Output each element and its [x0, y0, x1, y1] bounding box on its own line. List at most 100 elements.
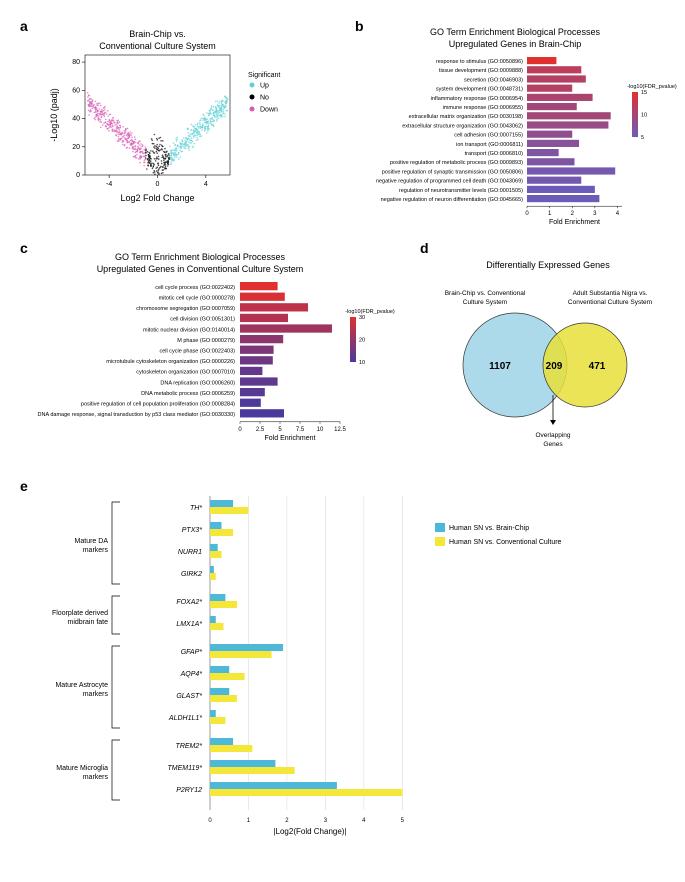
svg-text:5: 5: [278, 427, 282, 433]
svg-text:1: 1: [548, 211, 552, 217]
svg-text:80: 80: [72, 59, 80, 66]
svg-text:Upregulated Genes in Brain-Chi: Upregulated Genes in Brain-Chip: [449, 39, 582, 49]
svg-text:GFAP*: GFAP*: [181, 649, 203, 656]
svg-text:DNA metabolic process (GO:0006: DNA metabolic process (GO:0006259): [141, 391, 235, 397]
svg-text:Conventional Culture System: Conventional Culture System: [99, 41, 216, 51]
svg-text:Human SN vs. Brain-Chip: Human SN vs. Brain-Chip: [449, 525, 529, 532]
svg-text:60: 60: [72, 87, 80, 94]
svg-text:1107: 1107: [489, 361, 511, 372]
svg-text:Conventional Culture System: Conventional Culture System: [568, 299, 652, 306]
svg-text:4: 4: [362, 818, 366, 824]
svg-text:AQP4*: AQP4*: [180, 671, 203, 678]
svg-text:TH*: TH*: [190, 505, 202, 512]
svg-text:Differentially Expressed Genes: Differentially Expressed Genes: [486, 260, 610, 270]
svg-text:immune response (GO:0006955): immune response (GO:0006955): [443, 105, 524, 111]
svg-text:transport (GO:0006810): transport (GO:0006810): [465, 151, 524, 157]
svg-text:Genes: Genes: [543, 441, 563, 448]
svg-text:FOXA2*: FOXA2*: [176, 599, 202, 606]
svg-text:ALDH1L1*: ALDH1L1*: [168, 715, 202, 722]
svg-text:cytoskeleton organization (GO:: cytoskeleton organization (GO:0007010): [136, 370, 235, 376]
svg-text:cell cycle phase (GO:0022403): cell cycle phase (GO:0022403): [159, 348, 235, 354]
svg-text:209: 209: [546, 361, 563, 372]
svg-text:-4: -4: [106, 181, 112, 188]
svg-text:5: 5: [641, 135, 644, 141]
svg-text:3: 3: [324, 818, 328, 824]
svg-text:GLAST*: GLAST*: [176, 693, 202, 700]
svg-text:system development (GO:0048731: system development (GO:0048731): [436, 87, 523, 93]
svg-text:negative regulation of program: negative regulation of programmed cell d…: [376, 179, 523, 185]
svg-text:|Log2(Fold Change)|: |Log2(Fold Change)|: [273, 827, 346, 836]
svg-text:7.5: 7.5: [296, 427, 305, 433]
svg-text:markers: markers: [83, 774, 109, 781]
svg-text:DNA damage response, signal tr: DNA damage response, signal transduction…: [38, 412, 236, 418]
svg-text:regulation of neurotransmitter: regulation of neurotransmitter levels (G…: [399, 188, 523, 194]
svg-text:0: 0: [525, 211, 529, 217]
panel-d-venn: Differentially Expressed Genes Brain-Chip…: [420, 250, 675, 460]
svg-text:positive regulation of cell po: positive regulation of cell population p…: [81, 401, 235, 407]
panel-a-label: a: [20, 18, 28, 34]
svg-text:cell cycle process (GO:0022402: cell cycle process (GO:0022402): [155, 285, 235, 291]
svg-text:2.5: 2.5: [256, 427, 265, 433]
svg-text:Mature Astrocyte: Mature Astrocyte: [55, 682, 108, 689]
svg-text:Brain-Chip vs. Conventional: Brain-Chip vs. Conventional: [445, 290, 526, 297]
svg-text:Log2 Fold Change: Log2 Fold Change: [120, 193, 194, 203]
svg-text:ion transport (GO:0006811): ion transport (GO:0006811): [456, 142, 523, 148]
svg-text:Adult Substantia Nigra vs.: Adult Substantia Nigra vs.: [573, 290, 648, 297]
svg-text:GO Term Enrichment Biological: GO Term Enrichment Biological Processes: [115, 252, 285, 262]
svg-text:10: 10: [641, 113, 647, 119]
svg-text:cell adhesion (GO:0007155): cell adhesion (GO:0007155): [454, 133, 523, 139]
svg-text:Upregulated Genes in Conventio: Upregulated Genes in Conventional Cultur…: [97, 264, 304, 274]
svg-text:M phase (GO:0000279): M phase (GO:0000279): [177, 338, 235, 344]
svg-text:mitotic nuclear division (GO:0: mitotic nuclear division (GO:0140014): [143, 327, 235, 333]
svg-text:markers: markers: [83, 547, 109, 554]
svg-text:-Log10 (padj): -Log10 (padj): [49, 88, 59, 142]
svg-text:0: 0: [156, 181, 160, 188]
svg-text:extracellular matrix organizat: extracellular matrix organization (GO:00…: [409, 114, 524, 120]
svg-text:-log10(FDR_pvalue): -log10(FDR_pvalue): [627, 84, 677, 90]
svg-text:40: 40: [72, 116, 80, 123]
svg-text:2: 2: [571, 211, 575, 217]
svg-text:inflammatory response (GO:0006: inflammatory response (GO:0006954): [431, 96, 523, 102]
svg-text:Human SN vs. Conventional Cult: Human SN vs. Conventional Culture: [449, 539, 562, 546]
svg-text:2: 2: [285, 818, 289, 824]
svg-text:LMX1A*: LMX1A*: [176, 621, 202, 628]
svg-text:markers: markers: [83, 691, 109, 698]
svg-text:TMEM119*: TMEM119*: [168, 765, 203, 772]
svg-text:negative regulation of neuron: negative regulation of neuron differenti…: [381, 197, 524, 203]
svg-text:response to stimulus (GO:00508: response to stimulus (GO:0050896): [436, 59, 523, 65]
svg-text:-log10(FDR_pvalue): -log10(FDR_pvalue): [345, 309, 395, 315]
svg-text:15: 15: [641, 90, 647, 96]
svg-text:midbrain fate: midbrain fate: [68, 619, 109, 626]
svg-text:GIRK2: GIRK2: [181, 571, 202, 578]
svg-text:positive regulation of metabol: positive regulation of metabolic process…: [390, 160, 523, 166]
svg-text:microtubule cytoskeleton organ: microtubule cytoskeleton organization (G…: [106, 359, 235, 365]
svg-text:chromosome segregation (GO:000: chromosome segregation (GO:0007059): [136, 306, 235, 312]
svg-text:Mature Microglia: Mature Microglia: [56, 765, 108, 772]
svg-text:0: 0: [208, 818, 212, 824]
svg-text:Down: Down: [260, 107, 278, 114]
svg-text:Fold Enrichment: Fold Enrichment: [549, 219, 600, 226]
svg-text:30: 30: [359, 315, 365, 321]
panel-b-go-bars: GO Term Enrichment Biological ProcessesU…: [355, 25, 680, 220]
svg-text:NURR1: NURR1: [178, 549, 202, 556]
svg-text:Up: Up: [260, 83, 269, 90]
svg-text:20: 20: [72, 144, 80, 151]
svg-text:cell division (GO:0051301): cell division (GO:0051301): [170, 317, 235, 323]
svg-text:DNA replication (GO:0006260): DNA replication (GO:0006260): [160, 380, 235, 386]
svg-text:mitotic cell cycle (GO:0000278: mitotic cell cycle (GO:0000278): [159, 295, 236, 301]
svg-text:Culture System: Culture System: [463, 299, 507, 306]
svg-text:4: 4: [204, 181, 208, 188]
svg-text:0: 0: [238, 427, 242, 433]
svg-text:0: 0: [76, 172, 80, 179]
panel-a-volcano: Brain-Chip vs.Conventional Culture Syste…: [40, 25, 340, 200]
svg-text:471: 471: [589, 361, 606, 372]
panel-c-go-bars: GO Term Enrichment Biological Processes U…: [10, 250, 405, 445]
svg-text:PTX3*: PTX3*: [182, 527, 203, 534]
svg-text:20: 20: [359, 338, 365, 344]
svg-text:Fold Enrichment: Fold Enrichment: [265, 435, 316, 442]
svg-text:Floorplate derived: Floorplate derived: [52, 610, 108, 617]
svg-text:tissue development (GO:0009888: tissue development (GO:0009888): [439, 68, 523, 74]
panel-e-markers: 012345TH*PTX3*NURR1GIRK2FOXA2*LMX1A*GFAP…: [50, 490, 650, 860]
svg-text:1: 1: [247, 818, 251, 824]
svg-text:Overlapping: Overlapping: [535, 432, 570, 439]
